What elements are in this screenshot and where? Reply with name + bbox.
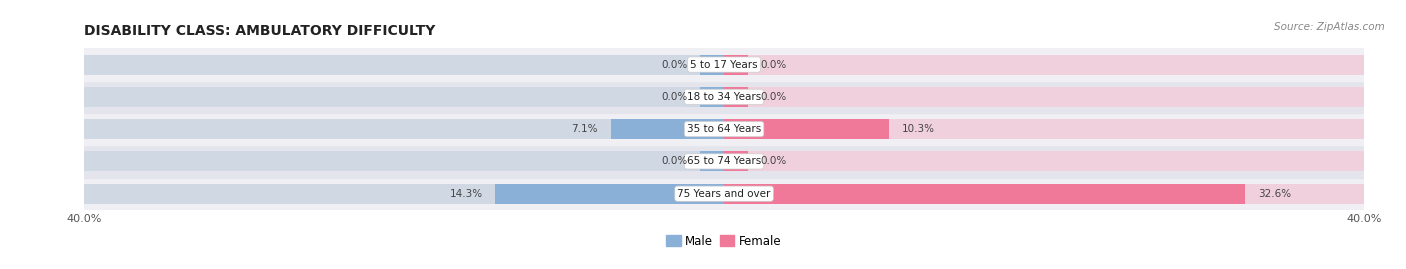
- Text: 0.0%: 0.0%: [761, 156, 787, 167]
- Bar: [724, 151, 748, 171]
- Bar: [610, 119, 724, 139]
- Bar: [84, 151, 724, 171]
- Text: Source: ZipAtlas.com: Source: ZipAtlas.com: [1274, 22, 1385, 31]
- Bar: [84, 119, 724, 139]
- Bar: [700, 55, 724, 75]
- Bar: [724, 184, 1364, 204]
- Bar: [724, 55, 1364, 75]
- Text: 75 Years and over: 75 Years and over: [678, 189, 770, 199]
- Text: 14.3%: 14.3%: [450, 189, 482, 199]
- Bar: [84, 87, 724, 107]
- Bar: [724, 119, 1364, 139]
- Bar: [84, 113, 1364, 145]
- Bar: [84, 145, 1364, 178]
- Bar: [84, 55, 724, 75]
- Text: 10.3%: 10.3%: [901, 124, 935, 134]
- Text: 0.0%: 0.0%: [661, 59, 688, 70]
- Text: 0.0%: 0.0%: [661, 92, 688, 102]
- Bar: [724, 87, 748, 107]
- Text: 5 to 17 Years: 5 to 17 Years: [690, 59, 758, 70]
- Bar: [700, 151, 724, 171]
- Bar: [724, 55, 748, 75]
- Text: 35 to 64 Years: 35 to 64 Years: [688, 124, 761, 134]
- Bar: [84, 48, 1364, 81]
- Text: 18 to 34 Years: 18 to 34 Years: [688, 92, 761, 102]
- Bar: [700, 87, 724, 107]
- Legend: Male, Female: Male, Female: [662, 230, 786, 252]
- Bar: [495, 184, 724, 204]
- Bar: [724, 119, 889, 139]
- Bar: [84, 178, 1364, 210]
- Text: 7.1%: 7.1%: [571, 124, 598, 134]
- Text: 0.0%: 0.0%: [761, 92, 787, 102]
- Text: 65 to 74 Years: 65 to 74 Years: [688, 156, 761, 167]
- Text: DISABILITY CLASS: AMBULATORY DIFFICULTY: DISABILITY CLASS: AMBULATORY DIFFICULTY: [84, 23, 436, 38]
- Bar: [84, 184, 724, 204]
- Bar: [724, 184, 1246, 204]
- Bar: [84, 81, 1364, 113]
- Text: 0.0%: 0.0%: [761, 59, 787, 70]
- Text: 0.0%: 0.0%: [661, 156, 688, 167]
- Bar: [724, 87, 1364, 107]
- Bar: [724, 151, 1364, 171]
- Text: 32.6%: 32.6%: [1258, 189, 1291, 199]
